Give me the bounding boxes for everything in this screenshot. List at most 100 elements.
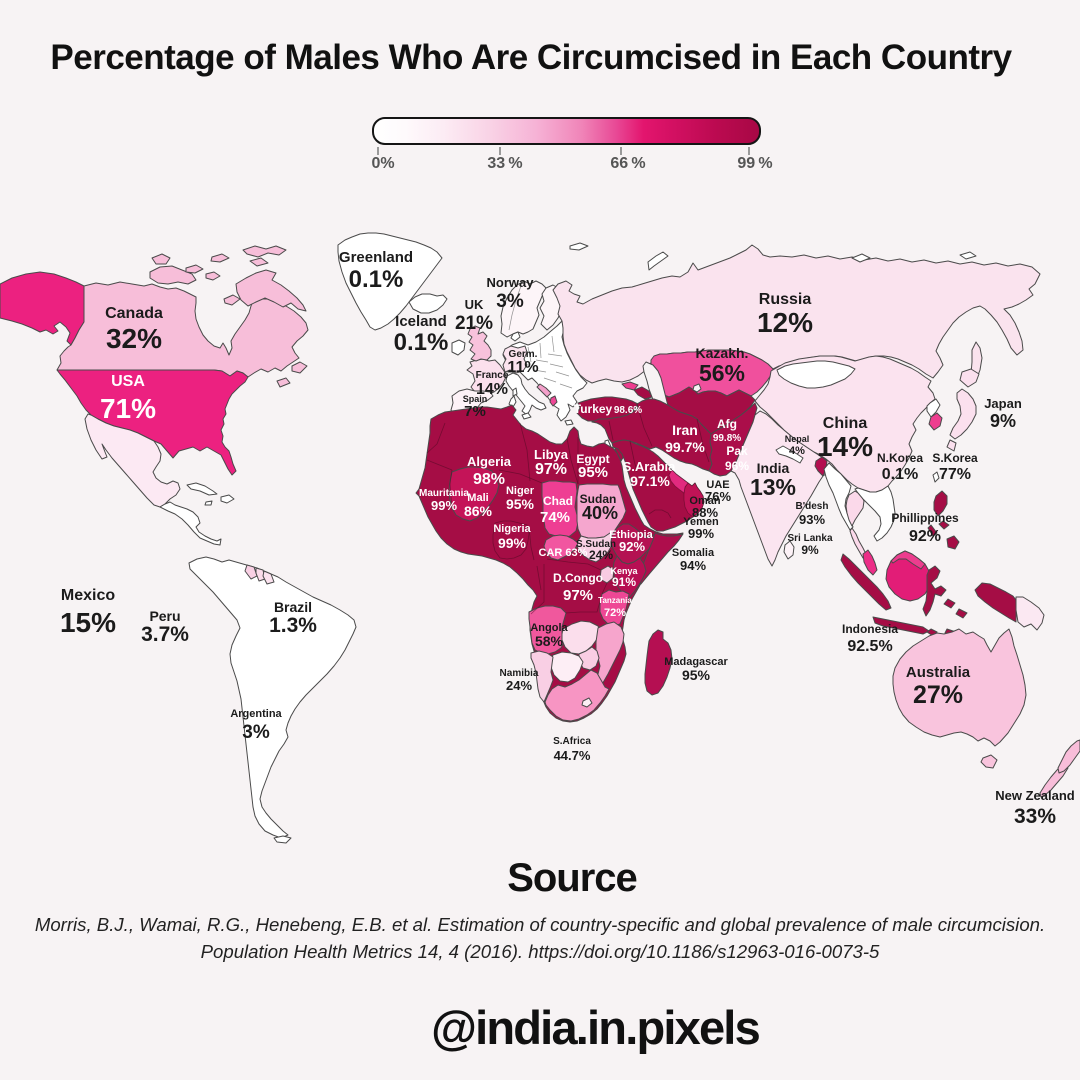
svg-text:99.8%: 99.8%	[713, 433, 741, 444]
svg-text:95%: 95%	[578, 464, 608, 481]
svg-text:24%: 24%	[589, 548, 613, 562]
svg-text:Norway: Norway	[487, 275, 535, 290]
svg-text:Argentina: Argentina	[230, 708, 282, 720]
svg-text:Yemen: Yemen	[683, 516, 719, 528]
svg-text:0.1%: 0.1%	[349, 266, 404, 293]
svg-text:Sudan: Sudan	[580, 492, 617, 506]
svg-text:Madagascar: Madagascar	[664, 656, 728, 668]
svg-text:Canada: Canada	[105, 305, 163, 322]
svg-text:Russia: Russia	[759, 291, 812, 308]
svg-text:56%: 56%	[699, 360, 745, 386]
svg-text:95%: 95%	[506, 496, 535, 512]
svg-text:Libya: Libya	[534, 447, 569, 462]
svg-text:N.Korea: N.Korea	[877, 451, 923, 465]
svg-text:13%: 13%	[750, 474, 796, 500]
svg-text:9%: 9%	[801, 543, 819, 557]
svg-text:Mexico: Mexico	[61, 587, 115, 604]
svg-text:1.3%: 1.3%	[269, 614, 317, 637]
svg-text:99.7%: 99.7%	[665, 439, 705, 455]
svg-text:97%: 97%	[563, 587, 593, 604]
svg-text:Algeria: Algeria	[467, 454, 512, 469]
svg-text:Namibia: Namibia	[500, 668, 539, 679]
svg-text:3%: 3%	[496, 291, 524, 312]
svg-text:44.7%: 44.7%	[554, 748, 591, 763]
svg-text:D.Congo: D.Congo	[553, 571, 603, 585]
svg-text:Chad: Chad	[543, 494, 573, 508]
svg-text:Afg: Afg	[717, 417, 737, 431]
svg-text:92.5%: 92.5%	[847, 638, 892, 655]
svg-text:CAR 63%: CAR 63%	[539, 547, 588, 559]
svg-text:Brazil: Brazil	[274, 599, 312, 615]
svg-text:India: India	[757, 460, 790, 476]
svg-text:Tanzania: Tanzania	[598, 596, 632, 605]
svg-text:Nigeria: Nigeria	[493, 523, 531, 535]
svg-text:Iran: Iran	[672, 422, 698, 438]
svg-text:Egypt: Egypt	[576, 452, 609, 466]
svg-text:12%: 12%	[757, 307, 813, 338]
svg-text:97%: 97%	[535, 461, 567, 478]
svg-text:91%: 91%	[612, 575, 636, 589]
svg-text:Mauritania: Mauritania	[419, 488, 469, 499]
svg-text:97.1%: 97.1%	[630, 473, 670, 489]
svg-text:99%: 99%	[431, 498, 457, 513]
svg-text:Peru: Peru	[149, 608, 180, 624]
svg-text:74%: 74%	[540, 509, 570, 526]
svg-text:USA: USA	[111, 373, 145, 390]
svg-text:94%: 94%	[680, 558, 706, 573]
svg-text:Kenya: Kenya	[610, 566, 638, 576]
svg-text:Germ.: Germ.	[509, 349, 538, 360]
svg-text:Pak: Pak	[726, 444, 748, 458]
svg-text:Kazakh.: Kazakh.	[696, 345, 749, 361]
svg-text:Australia: Australia	[906, 664, 971, 681]
svg-text:Oman: Oman	[689, 495, 720, 507]
svg-text:S.Africa: S.Africa	[553, 736, 591, 747]
svg-text:27%: 27%	[913, 681, 963, 709]
svg-text:S.Arabia: S.Arabia	[623, 459, 677, 474]
svg-text:Greenland: Greenland	[339, 249, 413, 266]
svg-text:76%: 76%	[705, 489, 731, 504]
svg-text:0.1%: 0.1%	[882, 466, 918, 483]
svg-text:UK: UK	[465, 297, 484, 312]
svg-text:Nepal: Nepal	[785, 434, 810, 444]
svg-text:Mali: Mali	[467, 492, 488, 504]
svg-text:New Zealand: New Zealand	[995, 788, 1075, 803]
svg-text:China: China	[823, 415, 868, 432]
svg-text:S.Korea: S.Korea	[932, 451, 978, 465]
svg-text:24%: 24%	[506, 678, 532, 693]
svg-text:UAE: UAE	[706, 479, 729, 491]
svg-text:Somalia: Somalia	[672, 547, 715, 559]
svg-text:7%: 7%	[464, 403, 486, 420]
svg-text:98%: 98%	[473, 471, 505, 488]
svg-text:58%: 58%	[535, 633, 564, 649]
svg-text:33%: 33%	[1014, 805, 1056, 828]
svg-text:86%: 86%	[464, 503, 493, 519]
svg-text:99%: 99%	[498, 535, 527, 551]
svg-text:77%: 77%	[939, 466, 971, 483]
svg-text:Indonesia: Indonesia	[842, 622, 898, 636]
svg-text:40%: 40%	[582, 503, 618, 523]
svg-text:93%: 93%	[799, 512, 825, 527]
svg-text:88%: 88%	[692, 505, 718, 520]
svg-text:4%: 4%	[789, 445, 805, 457]
svg-text:11%: 11%	[507, 359, 538, 376]
svg-text:95%: 95%	[682, 667, 711, 683]
svg-text:Turkey: Turkey	[574, 402, 613, 416]
svg-text:Iceland: Iceland	[395, 313, 447, 330]
svg-text:99%: 99%	[688, 526, 714, 541]
svg-text:96%: 96%	[725, 459, 749, 473]
svg-text:0.1%: 0.1%	[394, 329, 449, 356]
svg-text:92%: 92%	[619, 539, 645, 554]
svg-text:15%: 15%	[60, 607, 116, 638]
svg-text:14%: 14%	[476, 381, 508, 398]
svg-text:Sri Lanka: Sri Lanka	[787, 533, 832, 544]
svg-text:S.Sudan: S.Sudan	[576, 539, 616, 550]
svg-text:Phillippines: Phillippines	[891, 511, 959, 525]
svg-text:92%: 92%	[909, 528, 941, 545]
svg-text:Japan: Japan	[984, 396, 1022, 411]
svg-text:Niger: Niger	[506, 485, 535, 497]
svg-text:98.6%: 98.6%	[614, 405, 642, 416]
svg-text:32%: 32%	[106, 323, 162, 354]
svg-text:Spain: Spain	[463, 394, 488, 404]
svg-text:72%: 72%	[604, 607, 626, 619]
svg-text:14%: 14%	[817, 431, 873, 462]
